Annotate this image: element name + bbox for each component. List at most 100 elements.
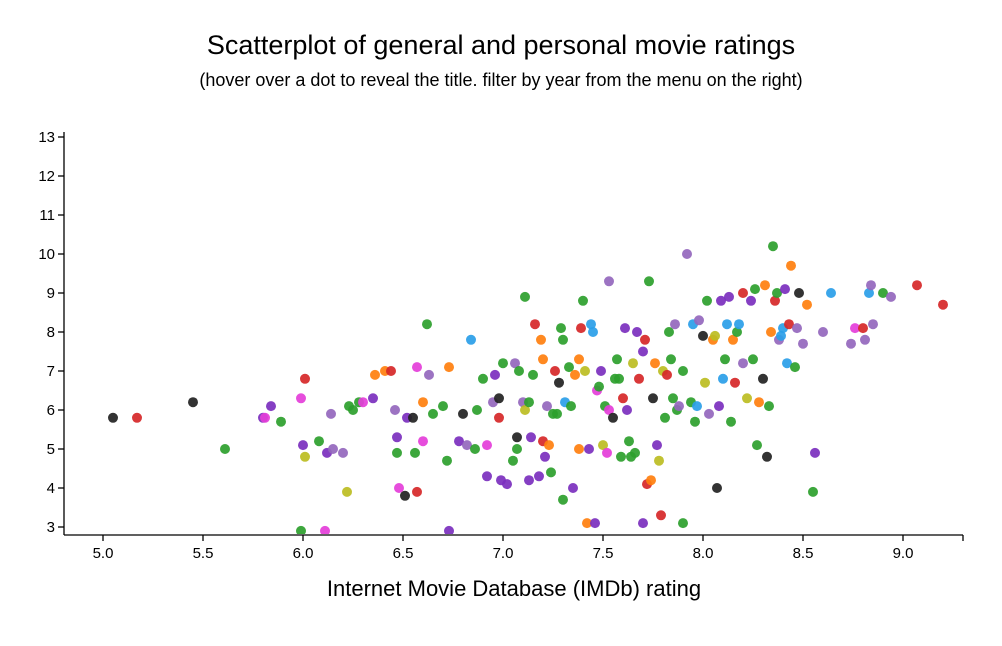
data-point[interactable] bbox=[598, 440, 608, 451]
data-point[interactable] bbox=[300, 451, 310, 462]
data-point[interactable] bbox=[866, 280, 876, 291]
data-point[interactable] bbox=[886, 291, 896, 302]
data-point[interactable] bbox=[664, 327, 674, 337]
data-point[interactable] bbox=[780, 284, 790, 295]
data-point[interactable] bbox=[220, 444, 230, 454]
data-point[interactable] bbox=[758, 373, 768, 384]
data-point[interactable] bbox=[554, 377, 564, 388]
data-point[interactable] bbox=[534, 471, 544, 482]
data-point[interactable] bbox=[726, 416, 736, 427]
data-point[interactable] bbox=[602, 447, 612, 458]
data-point[interactable] bbox=[358, 397, 368, 408]
data-point[interactable] bbox=[520, 291, 530, 302]
data-point[interactable] bbox=[574, 444, 584, 454]
data-point[interactable] bbox=[482, 440, 492, 451]
data-point[interactable] bbox=[652, 440, 662, 451]
data-point[interactable] bbox=[512, 432, 522, 443]
data-point[interactable] bbox=[620, 323, 630, 334]
data-point[interactable] bbox=[296, 393, 306, 404]
data-point[interactable] bbox=[536, 334, 546, 345]
data-point[interactable] bbox=[556, 323, 566, 334]
data-point[interactable] bbox=[580, 366, 590, 376]
data-point[interactable] bbox=[710, 330, 720, 341]
data-point[interactable] bbox=[730, 377, 740, 388]
data-point[interactable] bbox=[668, 393, 678, 404]
data-point[interactable] bbox=[570, 369, 580, 380]
data-point[interactable] bbox=[728, 334, 738, 345]
data-point[interactable] bbox=[678, 366, 688, 376]
data-point[interactable] bbox=[690, 416, 700, 427]
data-point[interactable] bbox=[494, 412, 504, 423]
data-point[interactable] bbox=[782, 358, 792, 369]
data-point[interactable] bbox=[298, 440, 308, 451]
data-point[interactable] bbox=[584, 444, 594, 454]
data-point[interactable] bbox=[296, 525, 306, 536]
data-point[interactable] bbox=[864, 288, 874, 298]
data-point[interactable] bbox=[582, 518, 592, 529]
data-point[interactable] bbox=[424, 369, 434, 380]
data-point[interactable] bbox=[704, 408, 714, 419]
data-point[interactable] bbox=[586, 319, 596, 330]
data-point[interactable] bbox=[494, 393, 504, 404]
data-point[interactable] bbox=[878, 288, 888, 298]
data-point[interactable] bbox=[510, 358, 520, 369]
data-point[interactable] bbox=[792, 323, 802, 334]
data-point[interactable] bbox=[458, 408, 468, 419]
data-point[interactable] bbox=[508, 455, 518, 466]
data-point[interactable] bbox=[644, 276, 654, 287]
data-point[interactable] bbox=[454, 436, 464, 447]
data-point[interactable] bbox=[798, 338, 808, 349]
data-point[interactable] bbox=[524, 397, 534, 408]
data-point[interactable] bbox=[616, 451, 626, 462]
data-point[interactable] bbox=[328, 444, 338, 454]
data-point[interactable] bbox=[596, 366, 606, 376]
data-point[interactable] bbox=[594, 381, 604, 392]
data-point[interactable] bbox=[660, 412, 670, 423]
data-point[interactable] bbox=[418, 436, 428, 447]
data-point[interactable] bbox=[578, 295, 588, 306]
data-point[interactable] bbox=[618, 393, 628, 404]
data-point[interactable] bbox=[754, 397, 764, 408]
data-point[interactable] bbox=[712, 483, 722, 493]
data-point[interactable] bbox=[604, 276, 614, 287]
data-point[interactable] bbox=[552, 408, 562, 419]
data-point[interactable] bbox=[520, 405, 530, 415]
data-point[interactable] bbox=[678, 518, 688, 529]
data-point[interactable] bbox=[422, 319, 432, 330]
data-point[interactable] bbox=[368, 393, 378, 404]
data-point[interactable] bbox=[576, 323, 586, 334]
data-point[interactable] bbox=[666, 354, 676, 365]
data-point[interactable] bbox=[738, 288, 748, 298]
data-point[interactable] bbox=[564, 362, 574, 373]
data-point[interactable] bbox=[558, 334, 568, 345]
data-point[interactable] bbox=[482, 471, 492, 482]
data-point[interactable] bbox=[648, 393, 658, 404]
data-point[interactable] bbox=[338, 447, 348, 458]
data-point[interactable] bbox=[694, 315, 704, 326]
data-point[interactable] bbox=[764, 401, 774, 412]
data-point[interactable] bbox=[400, 490, 410, 501]
data-point[interactable] bbox=[444, 525, 454, 536]
data-point[interactable] bbox=[714, 401, 724, 412]
data-point[interactable] bbox=[750, 284, 760, 295]
data-point[interactable] bbox=[760, 280, 770, 291]
data-point[interactable] bbox=[634, 373, 644, 384]
data-point[interactable] bbox=[314, 436, 324, 447]
data-point[interactable] bbox=[528, 369, 538, 380]
data-point[interactable] bbox=[808, 486, 818, 497]
data-point[interactable] bbox=[300, 373, 310, 384]
data-point[interactable] bbox=[858, 323, 868, 334]
data-point[interactable] bbox=[260, 412, 270, 423]
data-point[interactable] bbox=[640, 334, 650, 345]
data-point[interactable] bbox=[732, 327, 742, 337]
data-point[interactable] bbox=[408, 412, 418, 423]
data-point[interactable] bbox=[470, 444, 480, 454]
data-point[interactable] bbox=[670, 319, 680, 330]
data-point[interactable] bbox=[266, 401, 276, 412]
data-point[interactable] bbox=[786, 260, 796, 271]
data-point[interactable] bbox=[630, 447, 640, 458]
data-point[interactable] bbox=[912, 280, 922, 291]
data-point[interactable] bbox=[802, 299, 812, 310]
data-point[interactable] bbox=[790, 362, 800, 373]
data-point[interactable] bbox=[662, 369, 672, 380]
